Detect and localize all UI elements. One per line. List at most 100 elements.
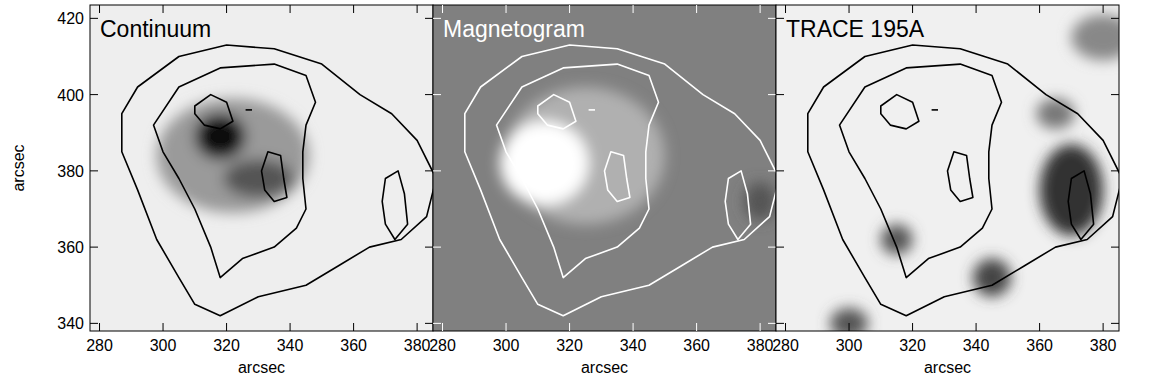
x-tick bbox=[849, 323, 850, 331]
y-tick bbox=[425, 18, 433, 19]
y-tick bbox=[768, 18, 776, 19]
contour bbox=[382, 171, 407, 240]
x-tick bbox=[506, 323, 507, 331]
x-tick-label: 320 bbox=[899, 337, 926, 354]
x-tick bbox=[696, 5, 697, 13]
x-tick bbox=[506, 5, 507, 13]
x-tick bbox=[696, 323, 697, 331]
y-tick bbox=[425, 323, 433, 324]
y-tick bbox=[768, 247, 776, 248]
y-tick bbox=[1111, 18, 1119, 19]
contour bbox=[262, 152, 287, 202]
contour bbox=[840, 64, 1002, 278]
x-tick bbox=[785, 323, 786, 331]
image-background bbox=[433, 5, 776, 331]
x-tick bbox=[163, 323, 164, 331]
x-tick-label: 340 bbox=[963, 337, 990, 354]
y-tick bbox=[90, 18, 98, 19]
x-tick bbox=[1103, 5, 1104, 13]
x-tick bbox=[760, 5, 761, 13]
y-tick-label: 420 bbox=[57, 10, 84, 27]
x-axis-label: arcsec bbox=[924, 359, 971, 376]
x-tick bbox=[353, 5, 354, 13]
x-tick bbox=[569, 5, 570, 13]
y-tick bbox=[433, 247, 441, 248]
y-tick-label: 400 bbox=[57, 87, 84, 104]
figure: 280 300 320 340 360 380 340 360 380 400 420 Continu… bbox=[0, 0, 1151, 385]
image-feature bbox=[881, 224, 913, 255]
x-tick-label: 380 bbox=[747, 337, 774, 354]
x-tick bbox=[353, 323, 354, 331]
contour bbox=[122, 45, 433, 316]
panel-title: Magnetogram bbox=[443, 16, 585, 42]
contour bbox=[808, 45, 1119, 316]
y-tick bbox=[1111, 323, 1119, 324]
image-background bbox=[776, 5, 1119, 331]
y-tick bbox=[425, 94, 433, 95]
x-axis-label: arcsec bbox=[238, 359, 285, 376]
image-feature bbox=[1036, 98, 1074, 129]
plot-area bbox=[776, 5, 1119, 331]
x-tick bbox=[163, 5, 164, 13]
y-axis-label: arcsec bbox=[10, 144, 27, 191]
x-tick-label: 320 bbox=[213, 337, 240, 354]
y-tick bbox=[768, 94, 776, 95]
y-tick bbox=[776, 94, 784, 95]
x-tick bbox=[290, 323, 291, 331]
image-feature bbox=[157, 98, 309, 212]
x-tick-label: 280 bbox=[429, 337, 456, 354]
y-tick bbox=[90, 94, 98, 95]
x-tick bbox=[976, 5, 977, 13]
image-features bbox=[830, 15, 1119, 331]
image-feature bbox=[1071, 15, 1119, 61]
x-tick bbox=[633, 323, 634, 331]
y-tick-label: 360 bbox=[57, 239, 84, 256]
y-tick bbox=[776, 18, 784, 19]
y-tick bbox=[768, 170, 776, 171]
x-tick bbox=[226, 5, 227, 13]
panel-title: Continuum bbox=[100, 16, 211, 42]
y-tick bbox=[433, 18, 441, 19]
y-tick-label: 340 bbox=[57, 315, 84, 332]
y-tick bbox=[90, 247, 98, 248]
x-tick bbox=[99, 323, 100, 331]
panel: 280300320340360380340360380400420Continu… bbox=[10, 5, 436, 376]
x-tick-label: 280 bbox=[86, 337, 113, 354]
contour bbox=[195, 95, 233, 129]
frame bbox=[776, 5, 1119, 331]
frame bbox=[433, 5, 776, 331]
image-background bbox=[90, 5, 433, 331]
x-tick bbox=[912, 5, 913, 13]
image-feature bbox=[223, 159, 293, 197]
contour bbox=[246, 109, 252, 111]
y-tick-label: 380 bbox=[57, 163, 84, 180]
x-tick-label: 380 bbox=[1090, 337, 1117, 354]
y-tick bbox=[433, 323, 441, 324]
x-tick bbox=[760, 323, 761, 331]
x-tick bbox=[976, 323, 977, 331]
contour bbox=[725, 171, 750, 240]
x-tick bbox=[1039, 323, 1040, 331]
panel: 280300320340360380Magnetogramarcsec bbox=[429, 5, 779, 376]
y-tick bbox=[776, 170, 784, 171]
y-tick bbox=[433, 170, 441, 171]
y-tick bbox=[768, 323, 776, 324]
y-tick bbox=[90, 170, 98, 171]
x-tick bbox=[99, 5, 100, 13]
x-tick bbox=[1103, 323, 1104, 331]
y-tick bbox=[425, 247, 433, 248]
contour bbox=[948, 152, 973, 202]
x-tick-label: 360 bbox=[340, 337, 367, 354]
y-tick bbox=[433, 94, 441, 95]
x-tick-label: 300 bbox=[493, 337, 520, 354]
x-tick bbox=[849, 5, 850, 13]
x-tick bbox=[226, 323, 227, 331]
x-tick-label: 300 bbox=[150, 337, 177, 354]
x-tick-label: 340 bbox=[277, 337, 304, 354]
y-tick bbox=[1111, 247, 1119, 248]
image-features bbox=[157, 98, 309, 212]
contour bbox=[605, 152, 630, 202]
x-tick-label: 340 bbox=[620, 337, 647, 354]
y-tick bbox=[1111, 94, 1119, 95]
plot-area bbox=[433, 5, 776, 331]
